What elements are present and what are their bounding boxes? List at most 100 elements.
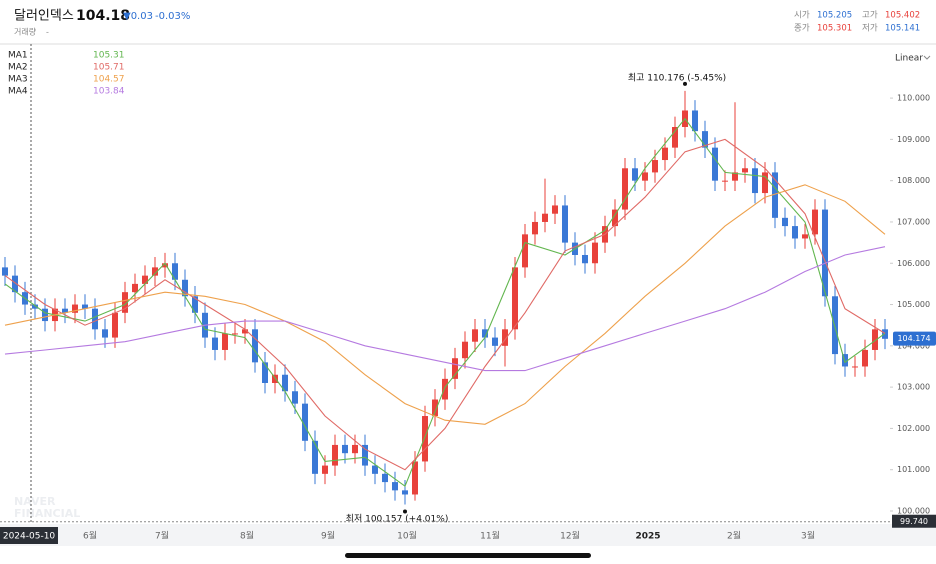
candle-body bbox=[592, 242, 598, 264]
candle-body bbox=[12, 275, 18, 293]
legend-value: 104.57 bbox=[93, 75, 125, 85]
ma-line bbox=[4, 246, 886, 372]
candle-body bbox=[2, 267, 8, 276]
low-marker bbox=[403, 509, 407, 514]
ma-line bbox=[4, 184, 886, 425]
annotation: 최고 110.176 (-5.45%) bbox=[628, 73, 726, 84]
stat-value: 105.402 bbox=[885, 11, 920, 21]
candle-body bbox=[622, 168, 628, 210]
candle-body bbox=[712, 147, 718, 181]
ma-line bbox=[4, 117, 886, 488]
candle-body bbox=[92, 308, 98, 330]
candle-body bbox=[822, 209, 828, 297]
candle-body bbox=[812, 209, 818, 235]
candle-body bbox=[302, 403, 308, 441]
chevron[interactable] bbox=[923, 55, 931, 60]
stat-label: 저가 bbox=[862, 24, 878, 34]
candle-body bbox=[872, 329, 878, 350]
last-price-label: 104.174 bbox=[897, 334, 930, 343]
legend-value: 105.31 bbox=[93, 51, 125, 61]
y-tick-label: 109.000 bbox=[897, 135, 930, 144]
candle-body bbox=[262, 362, 268, 383]
candle-body bbox=[382, 473, 388, 483]
high-marker bbox=[683, 81, 687, 86]
y-tick-label: 107.000 bbox=[897, 217, 930, 226]
candle-body bbox=[512, 267, 518, 330]
x-tick-label: 2월 bbox=[727, 530, 741, 542]
cursor-date-box bbox=[0, 527, 58, 544]
y-tick-label: 103.000 bbox=[897, 383, 930, 392]
candle-body bbox=[792, 226, 798, 239]
candle-body bbox=[532, 221, 538, 235]
legend-value: 103.84 bbox=[93, 87, 125, 97]
volume-label: 거래량 bbox=[14, 27, 37, 37]
stat-value: 105.141 bbox=[885, 24, 920, 34]
candle-body bbox=[182, 279, 188, 297]
candle-body bbox=[742, 168, 748, 173]
change-pct: -0.03% bbox=[155, 11, 190, 22]
y-tick-label: 105.000 bbox=[897, 300, 930, 309]
candle-body bbox=[222, 333, 228, 350]
candle-body bbox=[32, 304, 38, 309]
candle-body bbox=[352, 444, 358, 454]
x-axis-band bbox=[0, 524, 936, 546]
candle-body bbox=[732, 172, 738, 181]
x-tick-label: 10월 bbox=[397, 530, 417, 542]
candle-body bbox=[132, 283, 138, 293]
x-tick-label: 12월 bbox=[560, 530, 580, 542]
y-tick-label: 106.000 bbox=[897, 259, 930, 268]
title: 달러인덱스 bbox=[14, 9, 74, 24]
candle-body bbox=[642, 172, 648, 181]
candle-body bbox=[612, 209, 618, 227]
stat-label: 시가 bbox=[794, 11, 810, 21]
candle-body bbox=[212, 337, 218, 350]
candle-body bbox=[162, 263, 168, 268]
x-tick-label: 3월 bbox=[801, 530, 815, 542]
candle-body bbox=[542, 213, 548, 222]
candle-body bbox=[372, 465, 378, 474]
stat-label: 종가 bbox=[794, 24, 810, 34]
candle-body bbox=[192, 296, 198, 313]
x-tick-label: 6월 bbox=[83, 530, 97, 542]
candle-body bbox=[332, 444, 338, 466]
candle-body bbox=[402, 490, 408, 495]
watermark: FINANCIAL bbox=[14, 507, 80, 520]
change: ▼0.03 bbox=[123, 11, 153, 22]
cursor-date: 2024-05-10 bbox=[3, 532, 56, 542]
candle-body bbox=[292, 391, 298, 404]
candle-body bbox=[172, 263, 178, 280]
x-tick-label: 7월 bbox=[155, 530, 169, 542]
candle-body bbox=[112, 312, 118, 338]
candle-body bbox=[232, 333, 238, 335]
scale-toggle[interactable]: Linear bbox=[895, 54, 923, 64]
candle-body bbox=[252, 329, 258, 363]
watermark: NAVER bbox=[14, 495, 56, 508]
candle-body bbox=[692, 110, 698, 132]
candle-body bbox=[462, 341, 468, 359]
candle-body bbox=[832, 296, 838, 355]
candle-body bbox=[842, 354, 848, 367]
candle-body bbox=[662, 147, 668, 161]
candle-body bbox=[752, 168, 758, 194]
y-tick-label: 110.000 bbox=[897, 94, 930, 103]
candle-body bbox=[62, 308, 68, 313]
candle-body bbox=[772, 172, 778, 218]
y-tick-label: 104.000 bbox=[897, 341, 930, 350]
price: 104.18 bbox=[76, 8, 130, 24]
candle-body bbox=[142, 275, 148, 284]
legend-value: 105.71 bbox=[93, 63, 125, 73]
candle-body bbox=[312, 440, 318, 474]
candle-body bbox=[522, 234, 528, 268]
candle-body bbox=[582, 254, 588, 264]
x-tick-label: 2025 bbox=[635, 532, 660, 542]
candle-body bbox=[242, 329, 248, 334]
candle-body bbox=[412, 461, 418, 495]
candle-body bbox=[82, 304, 88, 309]
candle-body bbox=[422, 416, 428, 462]
y-tick-label: 102.000 bbox=[897, 424, 930, 433]
y-tick-label: 108.000 bbox=[897, 176, 930, 185]
candle-body bbox=[102, 329, 108, 338]
legend-name: MA4 bbox=[8, 87, 28, 97]
